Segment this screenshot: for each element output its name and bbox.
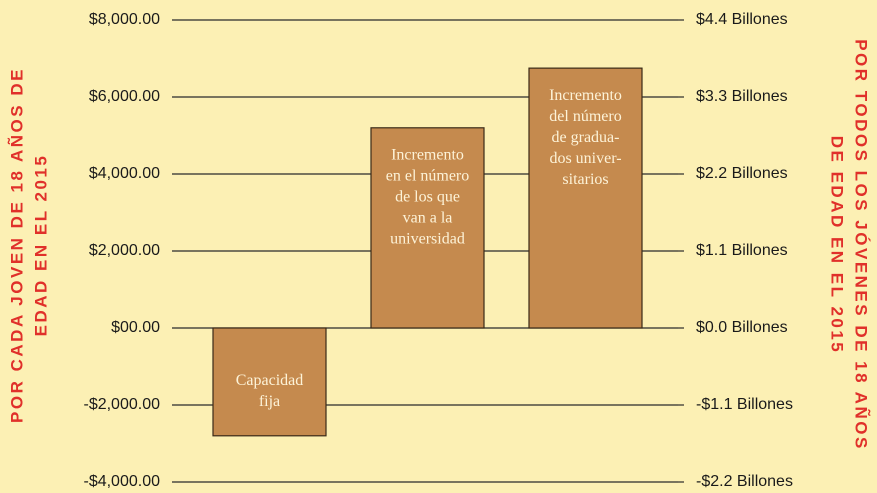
y-tick-label: $4,000.00 <box>89 165 160 182</box>
y2-tick-label: $4.4 Billones <box>696 11 788 28</box>
bar-label: de los que <box>395 188 460 205</box>
y-tick-label: -$4,000.00 <box>83 473 160 490</box>
y-axis-title: EDAD EN EL 2015 <box>31 154 50 337</box>
y2-tick-label: $3.3 Billones <box>696 88 788 105</box>
y-tick-label: -$2,000.00 <box>83 396 160 413</box>
y2-tick-label: $2.2 Billones <box>696 165 788 182</box>
bar-label: Capacidad <box>236 372 304 389</box>
bar-label: van a la <box>403 209 453 226</box>
y-tick-label: $2,000.00 <box>89 242 160 259</box>
bar <box>212 327 327 437</box>
bar-label: del número <box>549 108 621 125</box>
y2-axis-title: POR TODOS LOS JÓVENES DE 18 AÑOS <box>852 39 872 451</box>
bar-label: dos univer- <box>549 150 621 167</box>
bar-label: en el número <box>386 167 470 184</box>
y2-tick-label: $0.0 Billones <box>696 319 788 336</box>
bar-label: Incremento <box>549 87 622 104</box>
bar-label: sitarios <box>562 171 608 188</box>
y-tick-label: $8,000.00 <box>89 11 160 28</box>
y2-axis-title: DE EDAD EN EL 2015 <box>828 136 847 355</box>
bar-label: fija <box>259 393 280 410</box>
y-tick-label: $00.00 <box>111 319 160 336</box>
bar-label: universidad <box>390 230 465 247</box>
bar <box>528 67 643 329</box>
y2-tick-label: $1.1 Billones <box>696 242 788 259</box>
y2-tick-label: -$2.2 Billones <box>696 473 793 490</box>
y-tick-label: $6,000.00 <box>89 88 160 105</box>
bar <box>370 127 485 329</box>
bar-label: de gradua- <box>552 129 620 146</box>
y2-tick-label: -$1.1 Billones <box>696 396 793 413</box>
y-axis-title: POR CADA JOVEN DE 18 AÑOS DE <box>6 67 26 423</box>
bar-label: Incremento <box>391 146 464 163</box>
